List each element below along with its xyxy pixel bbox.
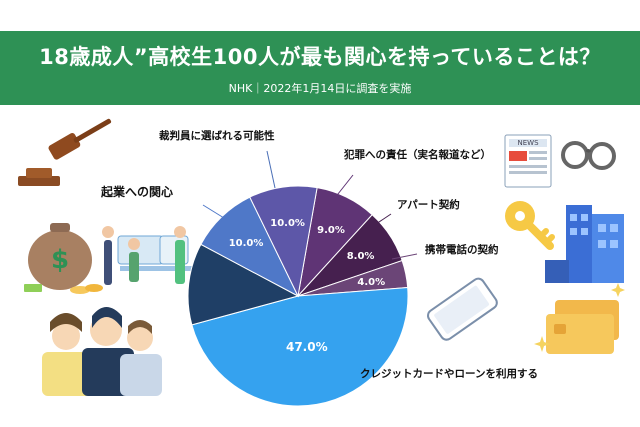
page-title: 18歳成人”高校生100人が最も関心を持っていることは？ bbox=[39, 45, 601, 69]
slice-label: 起業への関心 bbox=[100, 184, 173, 199]
leader-line bbox=[348, 339, 371, 358]
slice-label: アパート契約 bbox=[397, 198, 460, 211]
slice-value-label: 10.0% bbox=[229, 238, 264, 249]
leader-lines bbox=[202, 150, 418, 358]
pie-chart: 9.0% 8.0% 4.0% 47.0% 10.0% 10.0% bbox=[187, 185, 409, 407]
slice-label: 犯罪への責任（実名報道など） bbox=[343, 148, 491, 161]
slice-label: 携帯電話の契約 bbox=[425, 243, 499, 256]
smartphone-icon bbox=[426, 277, 498, 341]
svg-text:NEWS: NEWS bbox=[517, 139, 539, 147]
slice-value-label: 9.0% bbox=[317, 225, 345, 236]
leader-line bbox=[266, 150, 276, 189]
slice-value-label: 4.0% bbox=[357, 277, 385, 288]
handcuffs-icon bbox=[561, 141, 616, 170]
pie-slice bbox=[187, 243, 300, 326]
page-subtitle: NHK｜2022年1月14日に調査を実施 bbox=[228, 82, 412, 95]
office-workers-icon bbox=[102, 226, 194, 285]
leader-line bbox=[391, 253, 418, 260]
leader-line bbox=[333, 174, 354, 200]
slice-label: 裁判員に選ばれる可能性 bbox=[159, 129, 275, 142]
gavel-icon bbox=[18, 118, 112, 186]
leader-line bbox=[375, 213, 392, 225]
apartment-building-icon bbox=[545, 205, 624, 283]
pie-slice bbox=[249, 185, 318, 298]
key-icon bbox=[505, 201, 555, 250]
header-banner: 18歳成人”高校生100人が最も関心を持っていることは？ NHK｜2022年1月… bbox=[0, 31, 640, 105]
newspaper-icon: NEWS bbox=[504, 134, 552, 188]
slice-value-label: 47.0% bbox=[286, 340, 328, 354]
slice-value-label: 10.0% bbox=[270, 218, 305, 229]
people-group-icon bbox=[42, 307, 162, 396]
svg-text:$: $ bbox=[51, 245, 69, 275]
credit-card-icon bbox=[534, 283, 625, 354]
slice-value-label: 8.0% bbox=[347, 251, 375, 262]
leader-line bbox=[202, 204, 225, 219]
money-bag-icon: $ bbox=[24, 223, 103, 294]
slice-label: クレジットカードやローンを利用する bbox=[360, 367, 538, 380]
pie-slice bbox=[191, 287, 409, 407]
